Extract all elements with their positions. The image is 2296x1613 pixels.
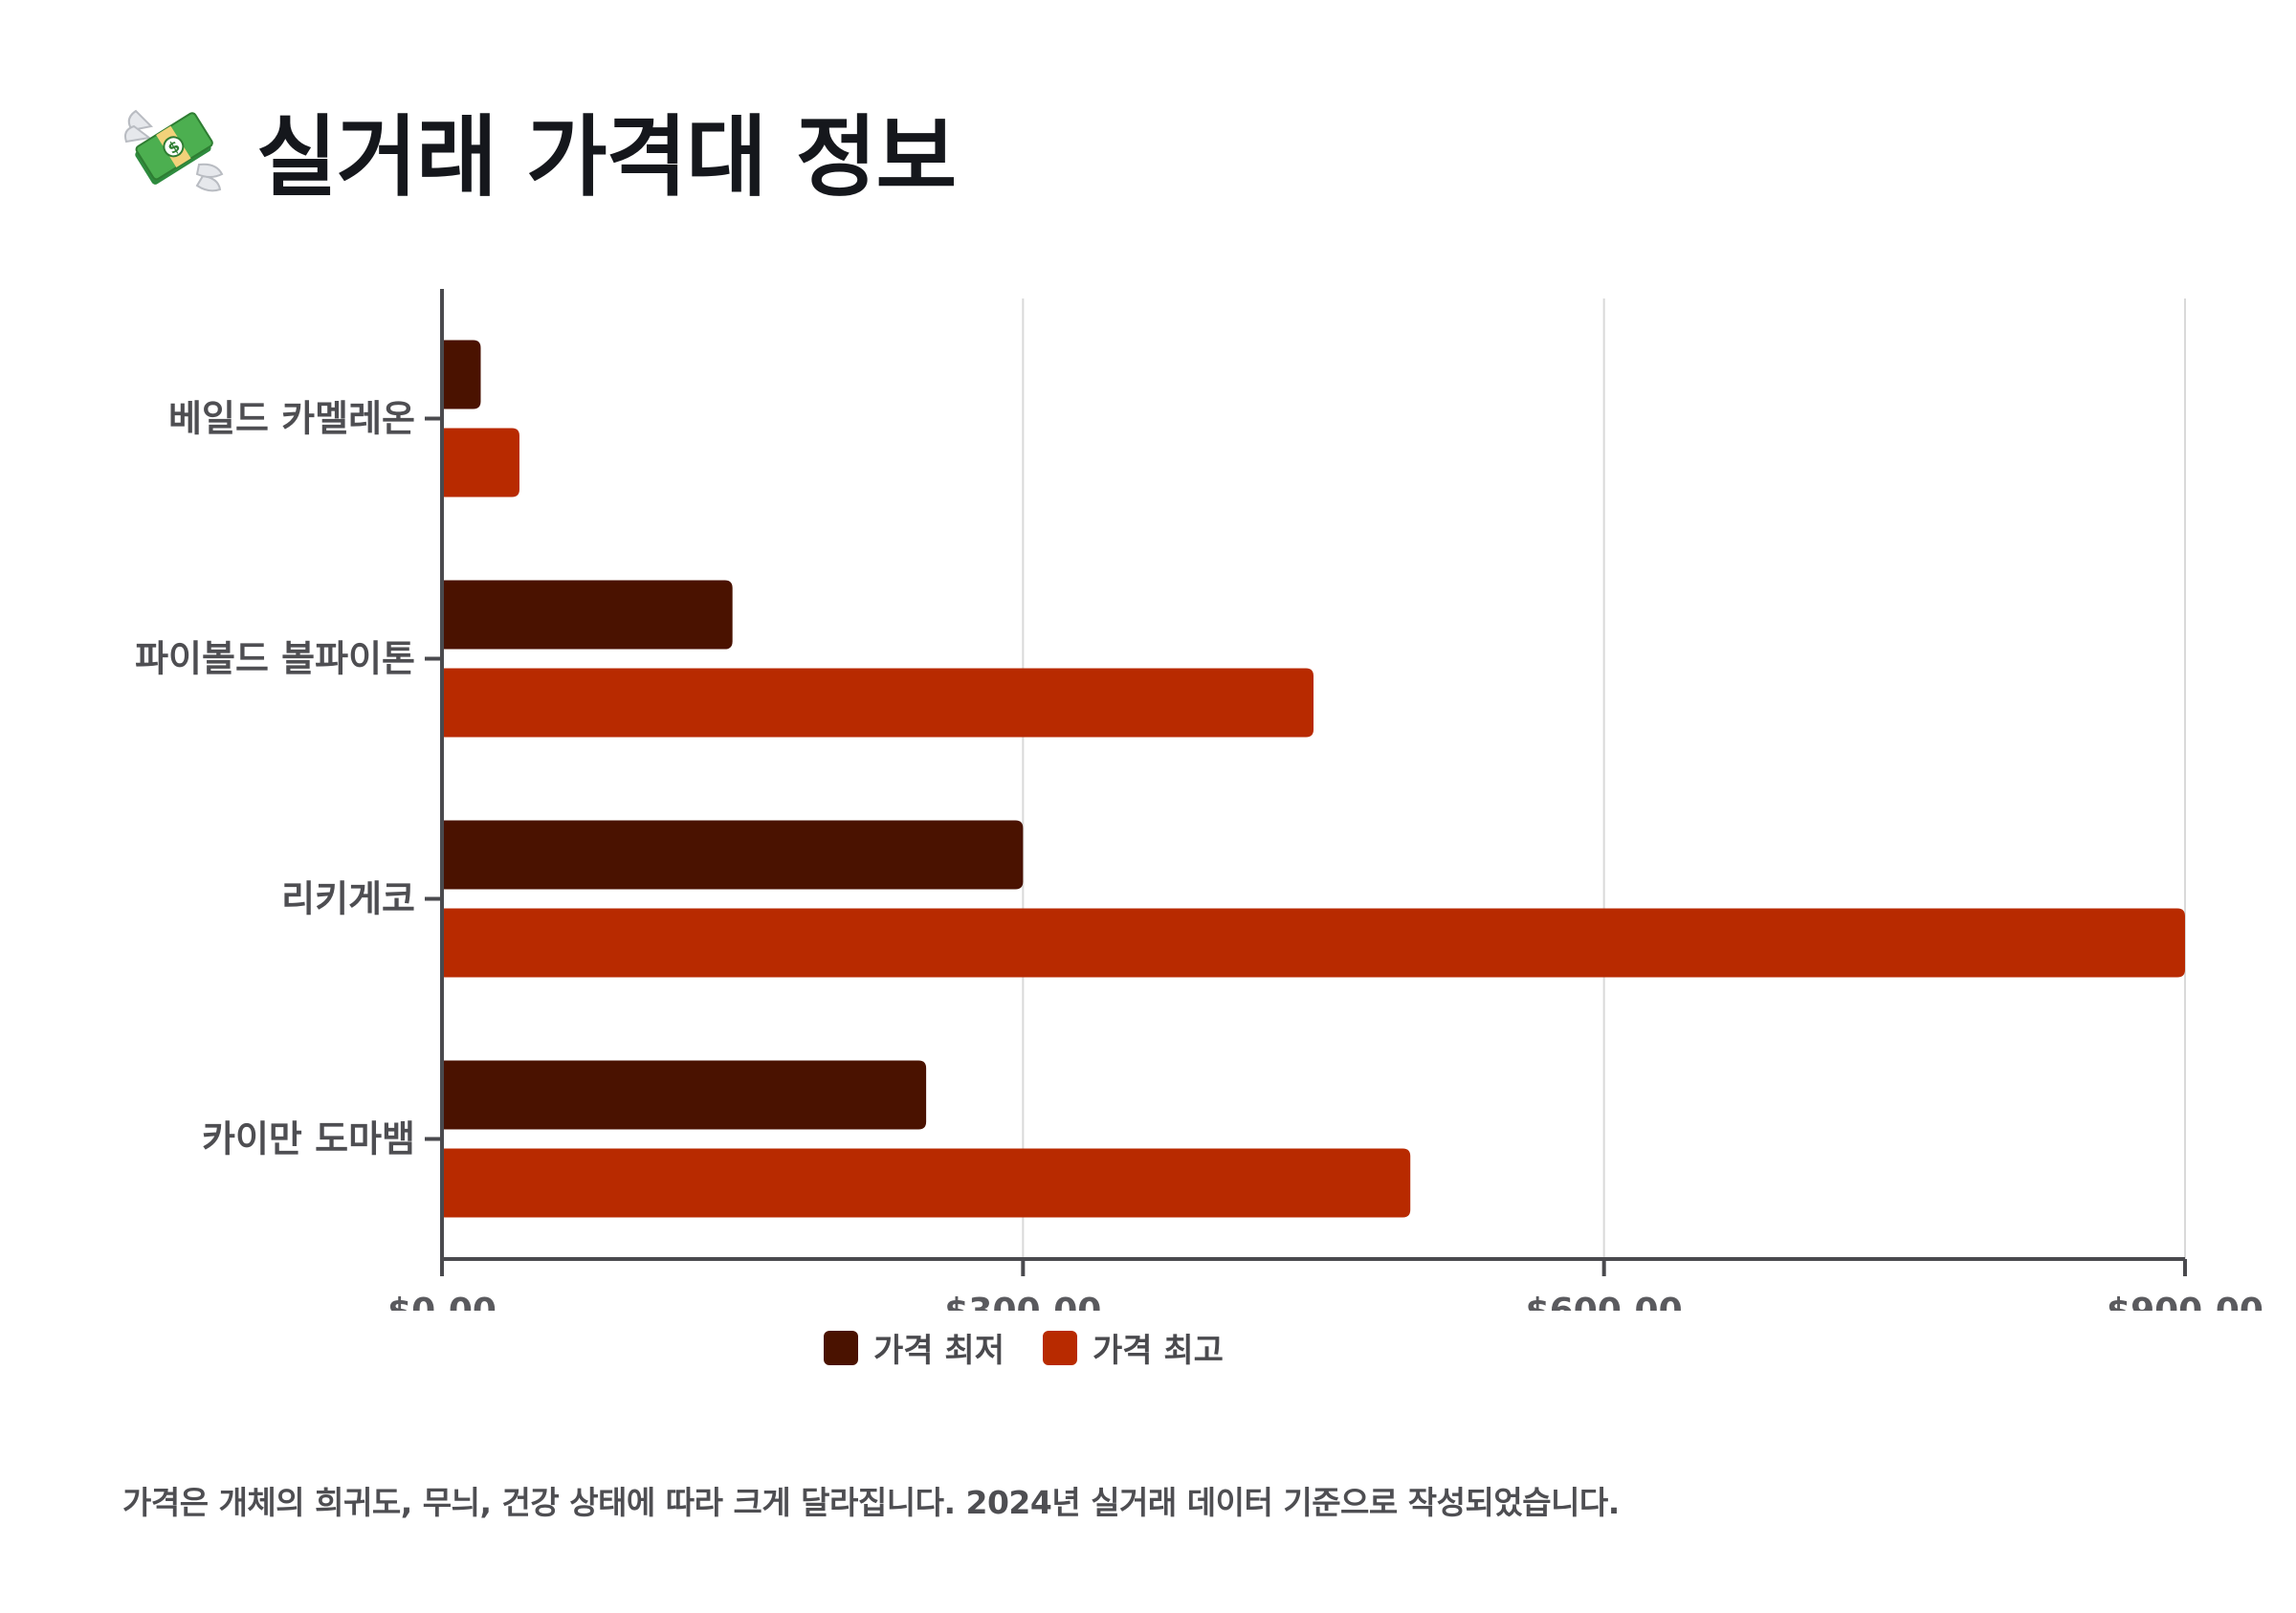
x-tick-label: $600.00 (1526, 1292, 1683, 1311)
x-tick-label: $300.00 (944, 1292, 1101, 1311)
legend-item-min[interactable]: 가격 최저 (824, 1324, 1004, 1371)
legend: 가격 최저 가격 최고 (0, 1324, 2172, 1371)
title-row: $ 실거래 가격대 정보 (122, 92, 957, 209)
category-label: 리키게코 (281, 878, 415, 920)
x-tick-label: $900.00 (2107, 1292, 2263, 1311)
bar[interactable] (442, 340, 481, 409)
bar[interactable] (442, 428, 519, 497)
category-label: 카이만 도마뱀 (202, 1118, 415, 1160)
legend-swatch-max (1043, 1330, 1077, 1365)
category-label: 베일드 카멜레온 (168, 398, 415, 440)
page-title: 실거래 가격대 정보 (256, 105, 957, 209)
legend-swatch-min (824, 1330, 859, 1365)
legend-item-max[interactable]: 가격 최고 (1043, 1324, 1224, 1371)
bar[interactable] (442, 1148, 1411, 1218)
bar[interactable] (442, 908, 2185, 978)
category-label: 파이볼드 볼파이톤 (135, 638, 415, 680)
bar[interactable] (442, 1060, 927, 1130)
footnote: 가격은 개체의 희귀도, 무늬, 건강 상태에 따라 크게 달라집니다. 202… (122, 1484, 1620, 1521)
bar[interactable] (442, 668, 1314, 738)
legend-label-min: 가격 최저 (873, 1332, 1004, 1370)
bar[interactable] (442, 820, 1024, 890)
money-with-wings-icon: $ (124, 109, 224, 192)
legend-label-max: 가격 최고 (1093, 1332, 1224, 1370)
bar[interactable] (442, 580, 733, 650)
x-tick-label: $0.00 (387, 1292, 497, 1311)
